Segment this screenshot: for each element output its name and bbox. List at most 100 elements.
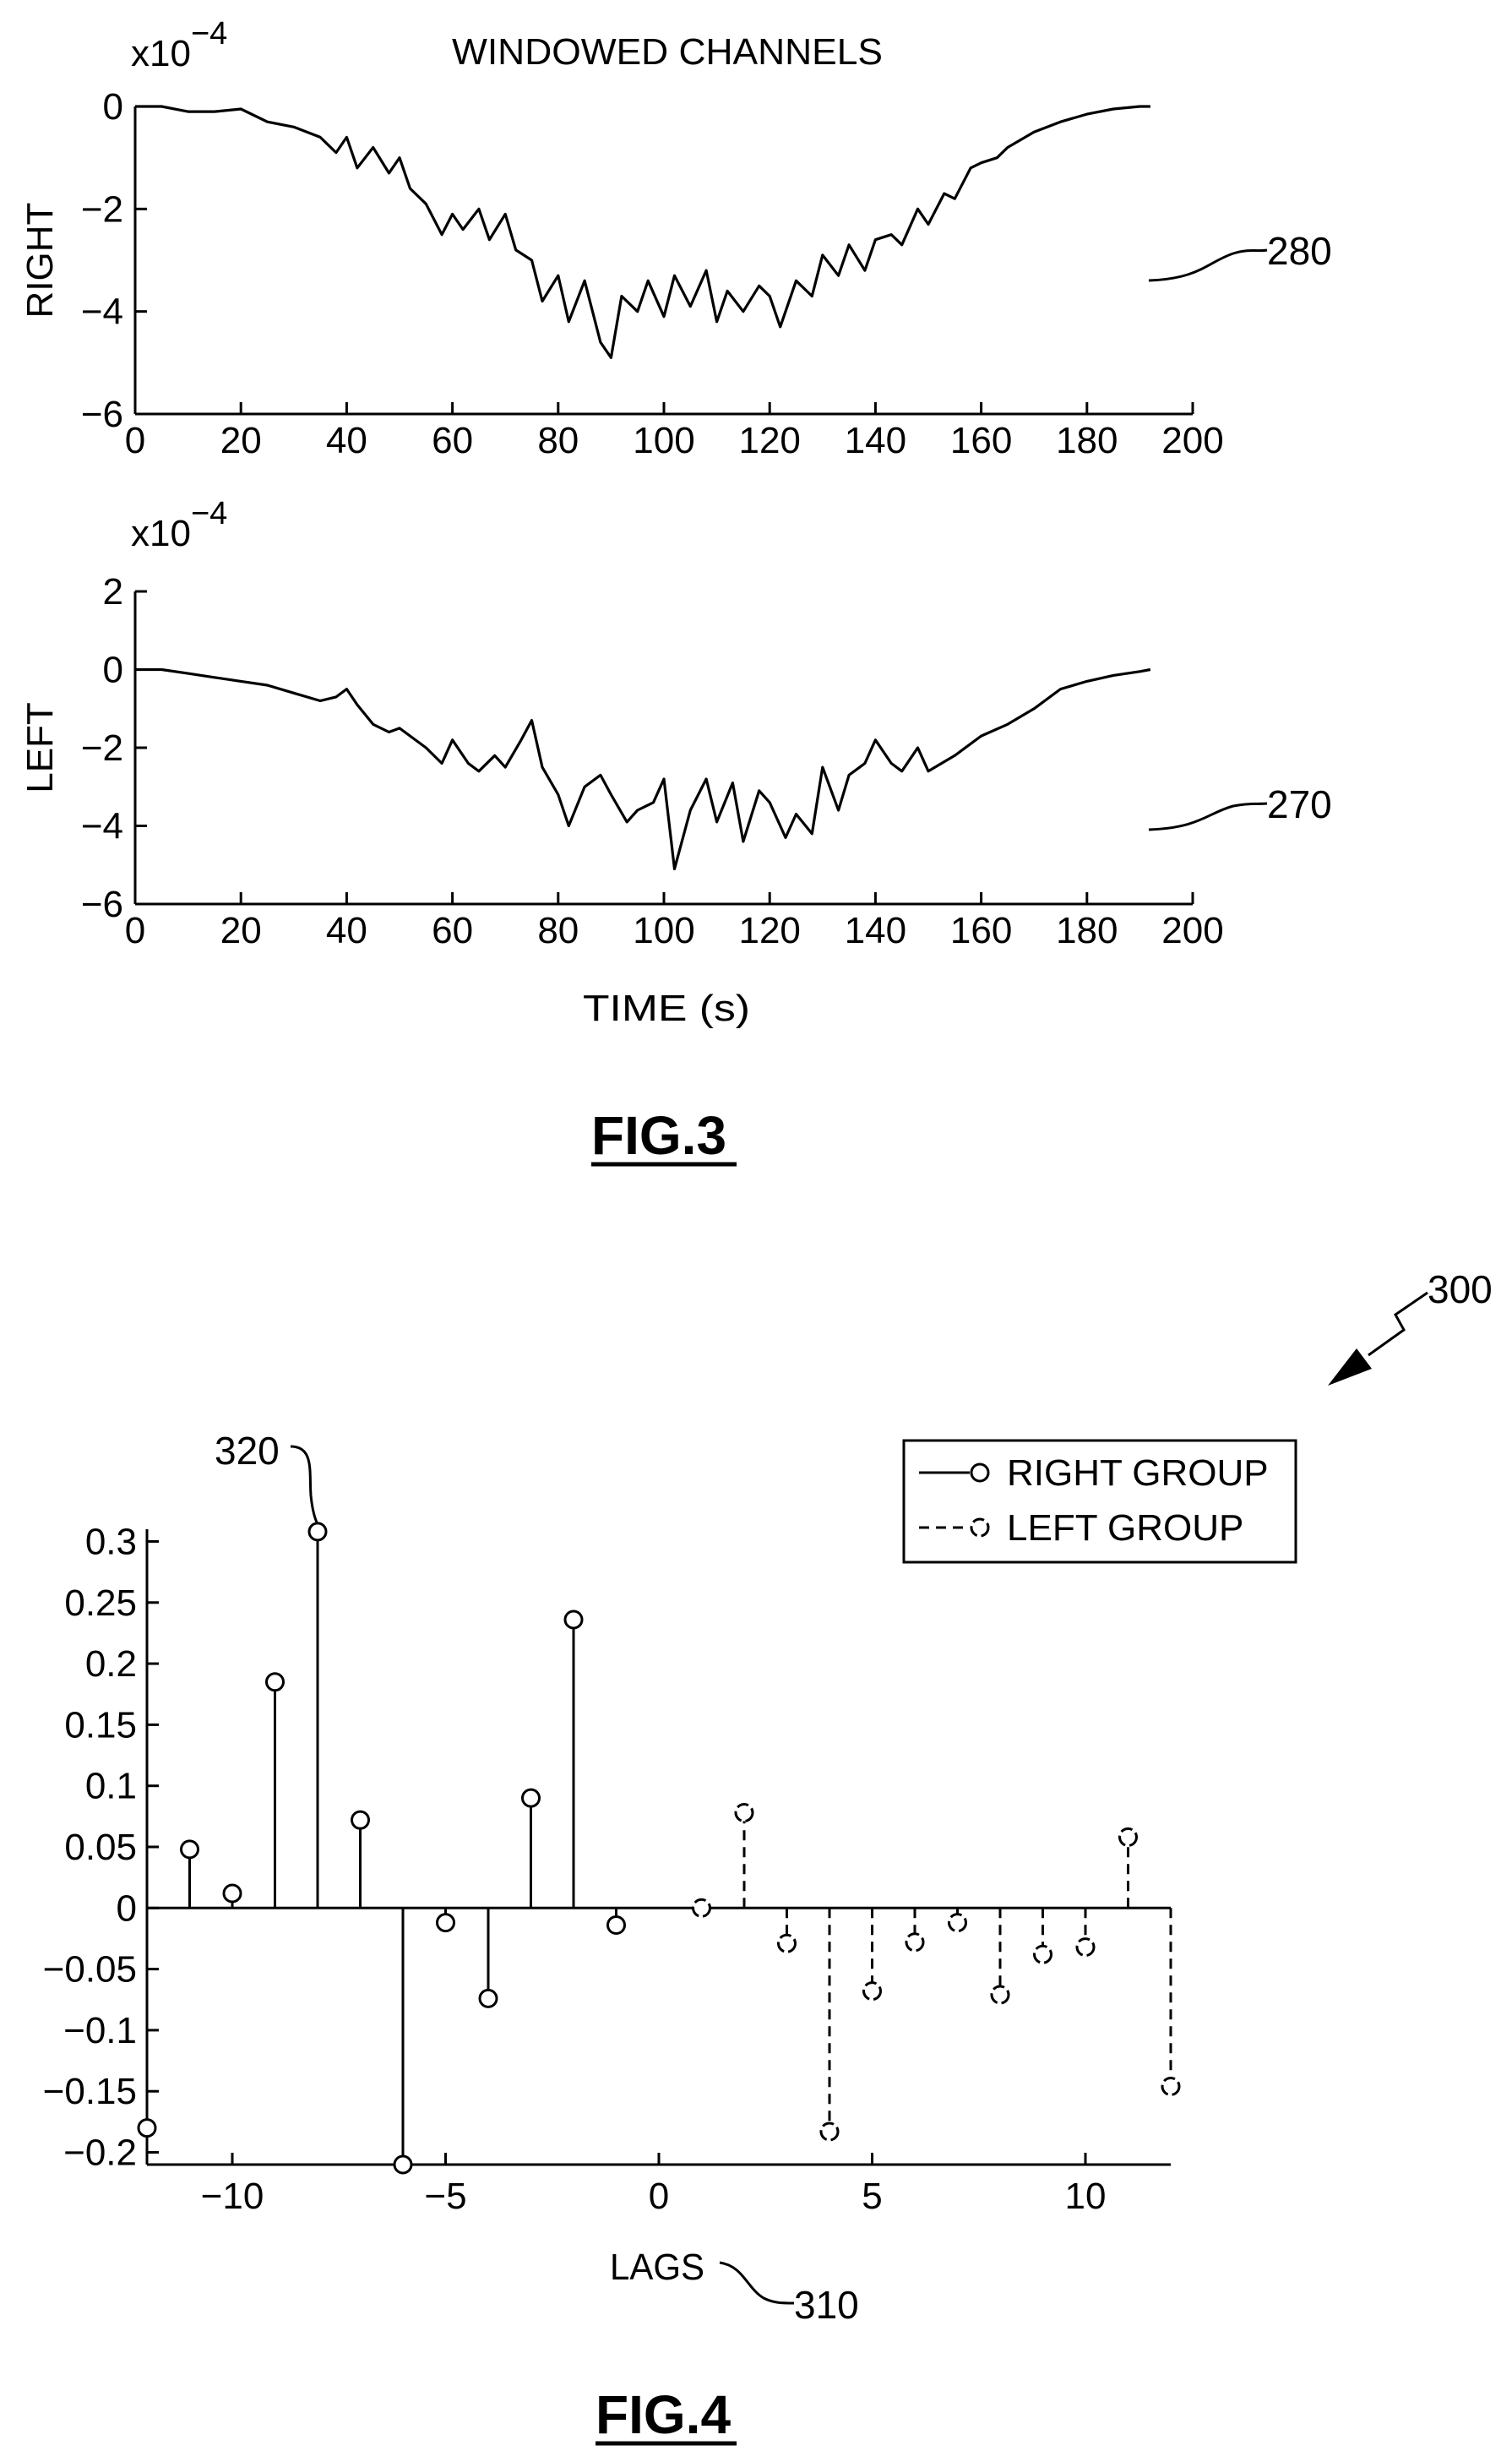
right-x-tick-label: 140 bbox=[845, 420, 906, 461]
stem-marker bbox=[351, 1810, 370, 1830]
left-x-tick-label: 100 bbox=[633, 910, 694, 951]
left-x-tick-label: 0 bbox=[125, 910, 145, 951]
right-x-tick-label: 200 bbox=[1161, 420, 1223, 461]
legend-marker-right-group bbox=[970, 1462, 990, 1483]
stem-marker bbox=[948, 1913, 967, 1933]
left-y-tick-label: 0 bbox=[103, 650, 123, 691]
stem-marker bbox=[862, 1981, 882, 2002]
stem-y-tick-label: 0.2 bbox=[85, 1643, 137, 1685]
fig3-title: WINDOWED CHANNELS bbox=[452, 31, 883, 73]
stem-y-tick-label: 0.15 bbox=[64, 1704, 137, 1746]
stem-y-tick-label: 0.25 bbox=[64, 1582, 137, 1624]
left-x-tick-label: 20 bbox=[220, 910, 262, 951]
left-x-tick-label: 80 bbox=[537, 910, 579, 951]
stem-y-tick-label: −0.15 bbox=[43, 2071, 137, 2112]
left-x-tick-label: 180 bbox=[1056, 910, 1118, 951]
stem-marker bbox=[1033, 1944, 1052, 1964]
stem-marker bbox=[990, 1985, 1010, 2005]
left-x-tick-label: 40 bbox=[326, 910, 367, 951]
stem-y-tick-label: 0.1 bbox=[85, 1766, 137, 1807]
right-channel-panel: x10−4 WINDOWED CHANNELS 0 20 40 60 80 100 120 1… bbox=[19, 16, 1332, 461]
stem-marker bbox=[478, 1988, 498, 2008]
left-x-tick-label: 140 bbox=[845, 910, 906, 951]
stem-x-tick-label: 10 bbox=[1065, 2176, 1107, 2217]
left-y-tick-label: 2 bbox=[103, 571, 123, 613]
legend-label-right-group: RIGHT GROUP bbox=[1007, 1452, 1269, 1494]
reference-numeral-280: 280 bbox=[1267, 229, 1332, 273]
right-channel-trace bbox=[135, 105, 1150, 359]
right-y-axis-label: RIGHT bbox=[19, 203, 61, 319]
stem-series bbox=[137, 1522, 1181, 2175]
right-x-tick-label: 40 bbox=[326, 420, 367, 461]
right-x-tick-label: 80 bbox=[537, 420, 579, 461]
stem-y-tick-label: −0.1 bbox=[63, 2010, 137, 2051]
stem-marker bbox=[436, 1913, 455, 1933]
left-x-tick-label: 200 bbox=[1161, 910, 1223, 951]
ref-leader-320 bbox=[290, 1445, 319, 1525]
reference-numeral-310: 310 bbox=[794, 2283, 859, 2327]
ref-arrowhead-300 bbox=[1328, 1348, 1372, 1386]
right-x-tick-label: 100 bbox=[633, 420, 694, 461]
stem-marker bbox=[521, 1788, 541, 1808]
stem-marker bbox=[222, 1883, 242, 1904]
fig3-caption: FIG.3 bbox=[591, 1105, 726, 1166]
right-x-tick-label: 0 bbox=[125, 420, 145, 461]
scale-label-right: x10−4 bbox=[131, 16, 227, 74]
right-axis-ticks: 0 20 40 60 80 100 120 140 160 180 200 0 −2 −4 −6 bbox=[81, 86, 1224, 461]
legend-label-left-group: LEFT GROUP bbox=[1007, 1507, 1243, 1549]
stem-y-tick-label: −0.2 bbox=[63, 2132, 137, 2174]
ref-leader-310 bbox=[719, 2261, 795, 2305]
legend-marker-left-group bbox=[970, 1517, 990, 1538]
fig4-caption: FIG.4 bbox=[596, 2384, 731, 2445]
right-x-tick-label: 60 bbox=[432, 420, 473, 461]
right-y-tick-label: −2 bbox=[81, 188, 123, 230]
ref-leader-300 bbox=[1368, 1291, 1428, 1357]
left-y-tick-label: −2 bbox=[81, 727, 123, 769]
stem-axes: −10 −5 0 5 10 0.3 0.25 0.2 0.15 0.1 0.05 0 −0.05 −0.1… bbox=[43, 1521, 1171, 2217]
stem-marker bbox=[1118, 1827, 1138, 1847]
stem-marker bbox=[180, 1839, 199, 1860]
stem-x-tick-label: −5 bbox=[424, 2176, 466, 2217]
stem-marker bbox=[734, 1803, 754, 1823]
reference-numeral-320: 320 bbox=[215, 1429, 280, 1473]
right-x-tick-label: 160 bbox=[950, 420, 1012, 461]
right-y-tick-label: −4 bbox=[81, 291, 123, 333]
stem-marker bbox=[1161, 2076, 1181, 2096]
stem-marker bbox=[563, 1609, 584, 1630]
reference-numeral-270: 270 bbox=[1267, 782, 1332, 826]
stem-y-tick-label: 0.05 bbox=[64, 1827, 137, 1868]
ref-leader-270 bbox=[1148, 802, 1268, 831]
right-y-tick-label: −6 bbox=[81, 394, 123, 435]
left-y-tick-label: −4 bbox=[81, 806, 123, 847]
stem-x-tick-label: −10 bbox=[201, 2176, 264, 2217]
fig3-x-axis-label: TIME (s) bbox=[583, 988, 750, 1029]
left-x-tick-label: 160 bbox=[950, 910, 1012, 951]
stem-y-tick-label: 0 bbox=[117, 1887, 137, 1929]
left-y-tick-label: −6 bbox=[81, 884, 123, 925]
fig4-x-axis-label: LAGS bbox=[610, 2247, 704, 2288]
stem-marker bbox=[905, 1932, 925, 1953]
stem-marker bbox=[393, 2154, 413, 2175]
right-y-tick-label: 0 bbox=[103, 86, 123, 128]
legend: RIGHT GROUP LEFT GROUP bbox=[902, 1439, 1297, 1564]
stem-marker bbox=[137, 2118, 157, 2138]
reference-numeral-300: 300 bbox=[1428, 1267, 1493, 1311]
stem-y-tick-label: 0.3 bbox=[85, 1521, 137, 1562]
left-y-axis-label: LEFT bbox=[19, 702, 61, 793]
stem-x-tick-label: 0 bbox=[649, 2176, 669, 2217]
left-x-tick-label: 60 bbox=[432, 910, 473, 951]
right-x-tick-label: 180 bbox=[1056, 420, 1118, 461]
left-channel-panel: x10−4 0 20 40 60 80 100 120 140 160 180 20020−2−4−… bbox=[19, 496, 1332, 1029]
cross-correlation-stem-panel: −10 −5 0 5 10 0.3 0.25 0.2 0.15 0.1 0.05 0 −0.05 −0.1… bbox=[43, 1267, 1493, 2327]
scale-label-left: x10−4 bbox=[131, 496, 227, 554]
right-x-tick-label: 120 bbox=[738, 420, 800, 461]
stem-x-tick-label: 5 bbox=[862, 2176, 882, 2217]
stem-marker bbox=[606, 1915, 626, 1936]
stem-marker bbox=[692, 1898, 711, 1918]
stem-marker bbox=[1075, 1937, 1096, 1958]
stem-marker bbox=[265, 1672, 285, 1692]
left-x-tick-label: 120 bbox=[738, 910, 800, 951]
stem-y-tick-label: −0.05 bbox=[43, 1949, 137, 1991]
